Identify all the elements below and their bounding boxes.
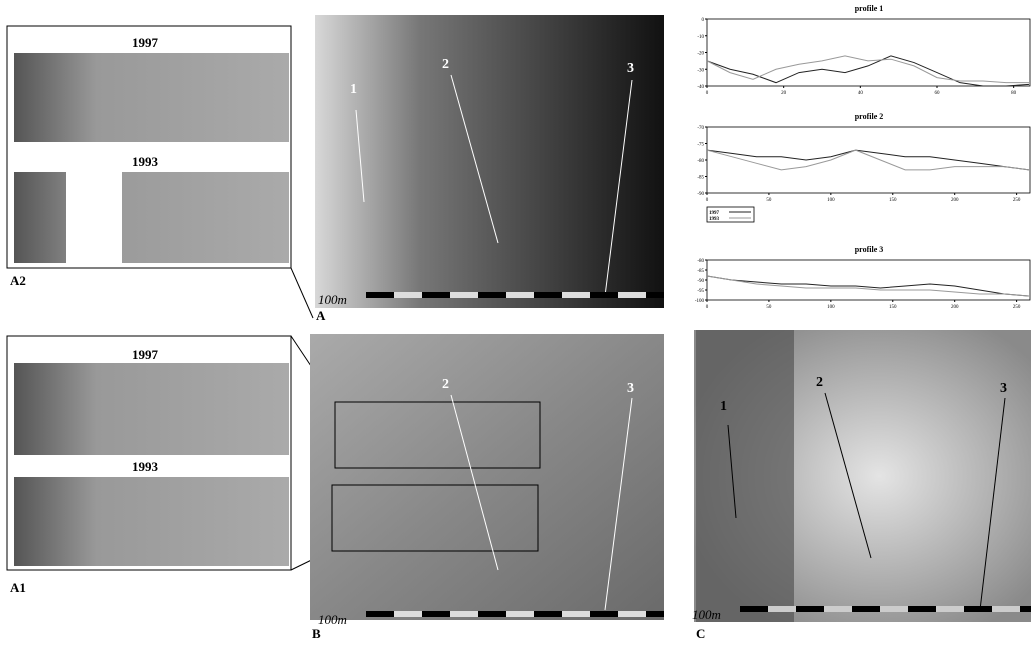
y-tick-label: -100 xyxy=(695,299,705,304)
x-tick-label: 150 xyxy=(889,305,897,310)
x-tick-label: 60 xyxy=(935,91,941,96)
year-label: 1997 xyxy=(132,347,159,362)
x-tick-label: 20 xyxy=(781,91,787,96)
y-tick-label: -40 xyxy=(697,85,704,90)
figure: 1997 1993 A2 1997 1993 A1 1 2 3 100m A 2… xyxy=(0,0,1031,645)
y-tick-label: -85 xyxy=(697,176,704,181)
chart-title: profile 2 xyxy=(855,112,884,121)
x-tick-label: 150 xyxy=(889,198,897,203)
profile-number: 1 xyxy=(720,399,727,414)
chart-title: profile 1 xyxy=(855,4,884,13)
x-tick-label: 0 xyxy=(706,198,709,203)
y-tick-label: -90 xyxy=(697,192,704,197)
profile-series xyxy=(707,56,1029,83)
inset-gap xyxy=(66,172,122,263)
legend-label: 1993 xyxy=(709,217,720,222)
y-tick-label: -20 xyxy=(697,52,704,57)
shaded-image xyxy=(310,334,664,620)
profile-number: 3 xyxy=(627,381,634,396)
profile-number: 2 xyxy=(442,377,449,392)
year-label: 1997 xyxy=(132,35,159,50)
scale-label: 100m xyxy=(318,612,347,627)
inset-image xyxy=(14,172,289,263)
y-tick-label: -80 xyxy=(697,159,704,164)
panel-label: A1 xyxy=(10,580,26,595)
profile-number: 1 xyxy=(350,82,357,97)
y-tick-label: -95 xyxy=(697,289,704,294)
x-tick-label: 200 xyxy=(951,198,959,203)
x-tick-label: 200 xyxy=(951,305,959,310)
x-tick-label: 250 xyxy=(1013,198,1021,203)
x-tick-label: 0 xyxy=(706,91,709,96)
profile-series xyxy=(707,150,1029,170)
plot-frame xyxy=(707,127,1030,193)
year-label: 1993 xyxy=(132,459,159,474)
y-tick-label: 0 xyxy=(702,18,705,23)
panel-label: A2 xyxy=(10,273,26,288)
connector xyxy=(291,268,313,318)
y-tick-label: -80 xyxy=(697,259,704,264)
legend-label: 1997 xyxy=(709,211,720,216)
profile-series xyxy=(707,276,1029,296)
difference-image xyxy=(696,330,794,622)
panel-label: C xyxy=(696,626,705,641)
plot-frame xyxy=(707,19,1030,86)
y-tick-label: -30 xyxy=(697,68,704,73)
year-label: 1993 xyxy=(132,154,159,169)
x-tick-label: 50 xyxy=(766,305,772,310)
x-tick-label: 100 xyxy=(827,198,835,203)
inset-image xyxy=(14,53,289,142)
profile-number: 2 xyxy=(442,57,449,72)
inset-image xyxy=(14,477,289,566)
y-tick-label: -70 xyxy=(697,126,704,131)
x-tick-label: 50 xyxy=(766,198,772,203)
page: 1997 1993 A2 1997 1993 A1 1 2 3 100m A 2… xyxy=(0,0,1031,650)
profile-number: 3 xyxy=(627,61,634,76)
y-tick-label: -90 xyxy=(697,279,704,284)
x-tick-label: 80 xyxy=(1011,91,1017,96)
x-tick-label: 40 xyxy=(858,91,864,96)
scale-label: 100m xyxy=(692,607,721,622)
profile-number: 3 xyxy=(1000,381,1007,396)
panel-label: A xyxy=(316,308,326,323)
chart-title: profile 3 xyxy=(855,245,884,254)
x-tick-label: 250 xyxy=(1013,305,1021,310)
x-tick-label: 0 xyxy=(706,305,709,310)
profile-series xyxy=(707,276,1029,296)
inset-image xyxy=(14,363,289,455)
y-tick-label: -85 xyxy=(697,269,704,274)
panel-label: B xyxy=(312,626,321,641)
x-tick-label: 100 xyxy=(827,305,835,310)
y-tick-label: -10 xyxy=(697,35,704,40)
dem-image xyxy=(315,15,664,308)
y-tick-label: -75 xyxy=(697,143,704,148)
scale-label: 100m xyxy=(318,292,347,307)
profile-number: 2 xyxy=(816,375,823,390)
